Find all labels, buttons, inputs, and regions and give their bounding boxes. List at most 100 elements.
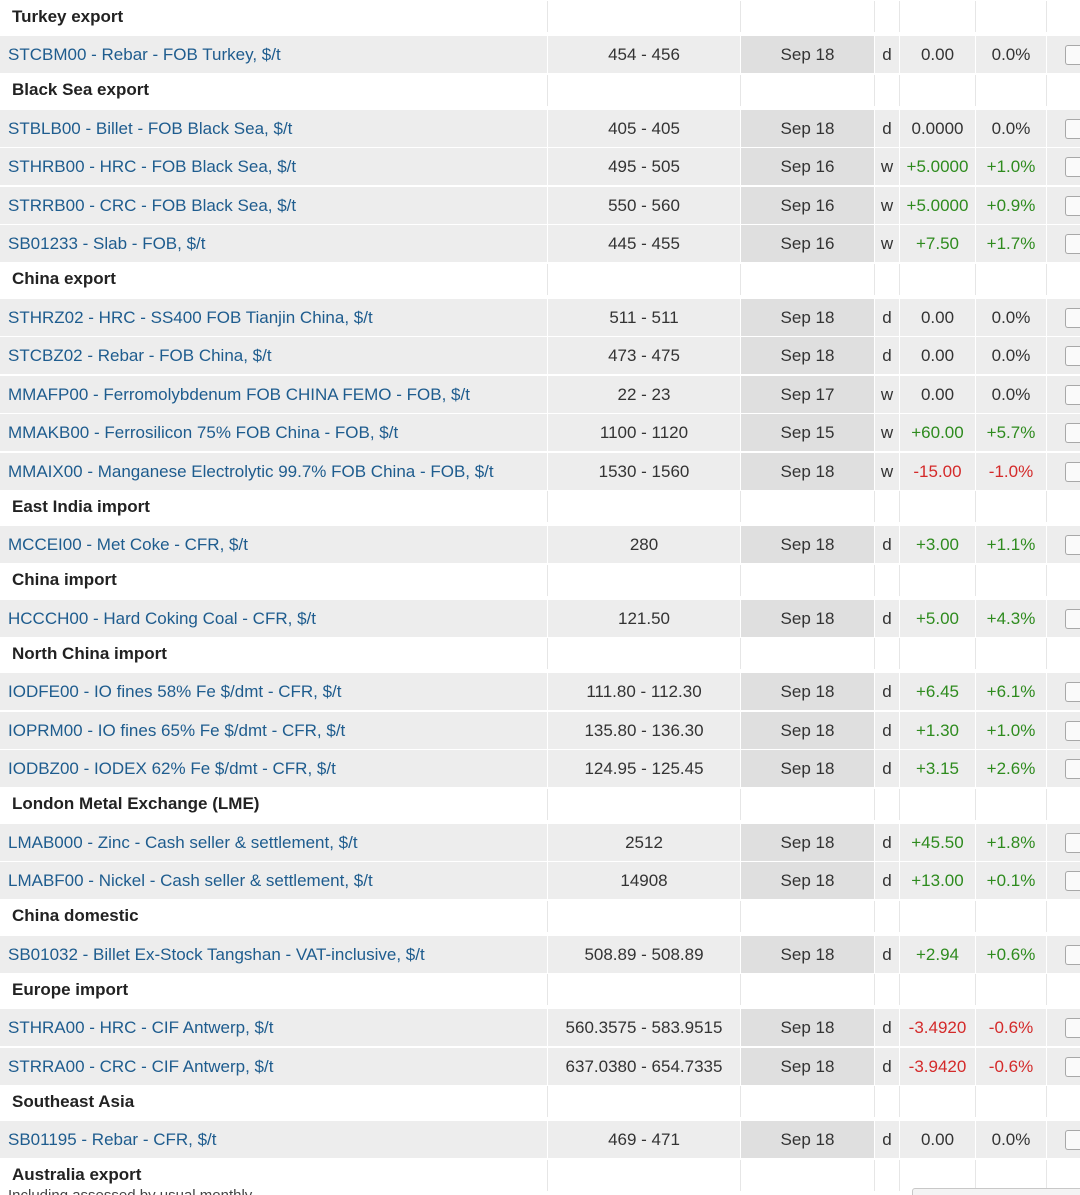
symbol-cell: STRRB00 - CRC - FOB Black Sea, $/t xyxy=(0,187,547,224)
symbol-link[interactable]: IODFE00 - IO fines 58% Fe $/dmt - CFR, $… xyxy=(8,681,342,701)
column-divider xyxy=(1046,1086,1047,1117)
row-checkbox[interactable] xyxy=(1065,1129,1080,1150)
select-cell xyxy=(1047,187,1080,224)
price-range-cell: 121.50 xyxy=(548,600,740,637)
date-cell: Sep 18 xyxy=(741,750,874,787)
symbol-link[interactable]: STCBM00 - Rebar - FOB Turkey, $/t xyxy=(8,44,281,64)
symbol-link[interactable]: MMAKB00 - Ferrosilicon 75% FOB China - F… xyxy=(8,422,399,442)
date-cell: Sep 16 xyxy=(741,148,874,185)
row-checkbox[interactable] xyxy=(1065,307,1080,328)
symbol-link[interactable]: LMAB000 - Zinc - Cash seller & settlemen… xyxy=(8,832,358,852)
row-checkbox[interactable] xyxy=(1065,422,1080,443)
table-row: STRRB00 - CRC - FOB Black Sea, $/t 550 - … xyxy=(0,187,1080,226)
symbol-link[interactable]: STRRB00 - CRC - FOB Black Sea, $/t xyxy=(8,195,297,215)
column-divider xyxy=(874,974,875,1005)
change-cell: 0.0000 xyxy=(900,110,975,147)
symbol-link[interactable]: STBLB00 - Billet - FOB Black Sea, $/t xyxy=(8,118,293,138)
column-divider xyxy=(547,491,548,522)
row-checkbox[interactable] xyxy=(1065,758,1080,779)
row-checkbox[interactable] xyxy=(1065,384,1080,405)
footer-button[interactable] xyxy=(912,1188,1080,1195)
symbol-link[interactable]: STCBZ02 - Rebar - FOB China, $/t xyxy=(8,345,272,365)
change-cell: +45.50 xyxy=(900,824,975,861)
symbol-link[interactable]: IOPRM00 - IO fines 65% Fe $/dmt - CFR, $… xyxy=(8,720,346,740)
row-checkbox[interactable] xyxy=(1065,832,1080,853)
symbol-link[interactable]: MCCEI00 - Met Coke - CFR, $/t xyxy=(8,534,248,554)
symbol-link[interactable]: IODBZ00 - IODEX 62% Fe $/dmt - CFR, $/t xyxy=(8,758,336,778)
symbol-cell: STBLB00 - Billet - FOB Black Sea, $/t xyxy=(0,110,547,147)
symbol-link[interactable]: STRRA00 - CRC - CIF Antwerp, $/t xyxy=(8,1056,274,1076)
percent-change-cell: +4.3% xyxy=(976,600,1046,637)
symbol-link[interactable]: SB01032 - Billet Ex-Stock Tangshan - VAT… xyxy=(8,944,425,964)
symbol-cell: STHRB00 - HRC - FOB Black Sea, $/t xyxy=(0,148,547,185)
table-row: STCBM00 - Rebar - FOB Turkey, $/t 454 - 4… xyxy=(0,36,1080,75)
column-divider xyxy=(1046,1159,1047,1191)
frequency-cell: d xyxy=(875,1009,899,1046)
date-cell: Sep 18 xyxy=(741,337,874,374)
symbol-cell: STCBM00 - Rebar - FOB Turkey, $/t xyxy=(0,36,547,73)
change-cell: -3.4920 xyxy=(900,1009,975,1046)
symbol-link[interactable]: HCCCH00 - Hard Coking Coal - CFR, $/t xyxy=(8,608,316,628)
column-divider xyxy=(899,638,900,669)
change-cell: 0.00 xyxy=(900,337,975,374)
column-divider xyxy=(740,491,741,522)
row-checkbox[interactable] xyxy=(1065,870,1080,891)
row-checkbox[interactable] xyxy=(1065,681,1080,702)
select-cell xyxy=(1047,110,1080,147)
symbol-link[interactable]: MMAFP00 - Ferromolybdenum FOB CHINA FEMO… xyxy=(8,384,470,404)
column-divider xyxy=(1046,974,1047,1005)
date-cell: Sep 18 xyxy=(741,1009,874,1046)
change-cell: +5.0000 xyxy=(900,187,975,224)
symbol-link[interactable]: SB01195 - Rebar - CFR, $/t xyxy=(8,1129,217,1149)
row-checkbox[interactable] xyxy=(1065,345,1080,366)
column-divider xyxy=(899,74,900,106)
percent-change-cell: +6.1% xyxy=(976,673,1046,710)
column-divider xyxy=(1046,74,1047,106)
row-checkbox[interactable] xyxy=(1065,118,1080,139)
symbol-link[interactable]: STHRA00 - HRC - CIF Antwerp, $/t xyxy=(8,1017,274,1037)
symbol-link[interactable]: SB01233 - Slab - FOB, $/t xyxy=(8,233,206,253)
row-checkbox[interactable] xyxy=(1065,195,1080,216)
symbol-cell: IOPRM00 - IO fines 65% Fe $/dmt - CFR, $… xyxy=(0,712,547,749)
symbol-cell: IODBZ00 - IODEX 62% Fe $/dmt - CFR, $/t xyxy=(0,750,547,787)
price-range-cell: 2512 xyxy=(548,824,740,861)
column-divider xyxy=(874,1086,875,1117)
table-row: SB01233 - Slab - FOB, $/t 445 - 455 Sep 16… xyxy=(0,225,1080,264)
price-range-cell: 405 - 405 xyxy=(548,110,740,147)
row-checkbox[interactable] xyxy=(1065,461,1080,482)
symbol-link[interactable]: STHRB00 - HRC - FOB Black Sea, $/t xyxy=(8,156,297,176)
column-divider xyxy=(740,638,741,669)
column-divider xyxy=(740,74,741,106)
column-divider xyxy=(740,1159,741,1191)
date-cell: Sep 18 xyxy=(741,36,874,73)
row-checkbox[interactable] xyxy=(1065,1017,1080,1038)
percent-change-cell: +1.7% xyxy=(976,225,1046,262)
column-divider xyxy=(899,491,900,522)
symbol-link[interactable]: MMAIX00 - Manganese Electrolytic 99.7% F… xyxy=(8,461,494,481)
row-checkbox[interactable] xyxy=(1065,720,1080,741)
row-checkbox[interactable] xyxy=(1065,534,1080,555)
column-divider xyxy=(975,564,976,596)
change-cell: +6.45 xyxy=(900,673,975,710)
column-divider xyxy=(899,263,900,295)
row-checkbox[interactable] xyxy=(1065,944,1080,965)
row-checkbox[interactable] xyxy=(1065,44,1080,65)
change-cell: +7.50 xyxy=(900,225,975,262)
symbol-link[interactable]: STHRZ02 - HRC - SS400 FOB Tianjin China,… xyxy=(8,307,373,327)
section-title: China import xyxy=(12,570,117,589)
price-range-cell: 1530 - 1560 xyxy=(548,453,740,490)
percent-change-cell: +0.6% xyxy=(976,936,1046,973)
table-row: SB01195 - Rebar - CFR, $/t 469 - 471 Sep 1… xyxy=(0,1121,1080,1160)
symbol-link[interactable]: LMABF00 - Nickel - Cash seller & settlem… xyxy=(8,870,373,890)
date-cell: Sep 18 xyxy=(741,526,874,563)
column-divider xyxy=(874,1159,875,1191)
row-checkbox[interactable] xyxy=(1065,608,1080,629)
symbol-cell: HCCCH00 - Hard Coking Coal - CFR, $/t xyxy=(0,600,547,637)
column-divider xyxy=(547,638,548,669)
price-range-cell: 495 - 505 xyxy=(548,148,740,185)
symbol-cell: STCBZ02 - Rebar - FOB China, $/t xyxy=(0,337,547,374)
row-checkbox[interactable] xyxy=(1065,1056,1080,1077)
row-checkbox[interactable] xyxy=(1065,156,1080,177)
section-header: London Metal Exchange (LME) xyxy=(0,788,1080,820)
row-checkbox[interactable] xyxy=(1065,233,1080,254)
